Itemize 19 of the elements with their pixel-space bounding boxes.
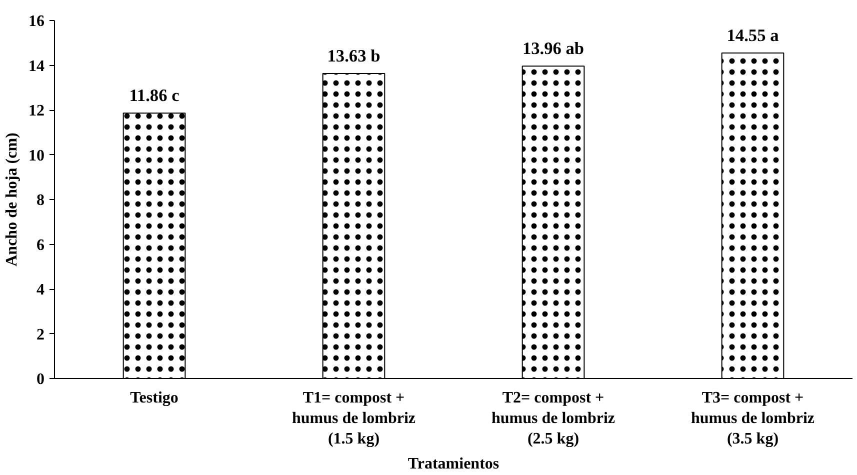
y-tick-label: 14: [28, 58, 44, 75]
y-tick-label: 0: [36, 371, 44, 388]
x-axis-title: Tratamientos: [408, 455, 500, 472]
x-tick-label: T1= compost + humus de lombriz (1.5 kg): [292, 390, 416, 448]
y-tick-label: 10: [28, 147, 44, 164]
data-label: 14.55 a: [726, 26, 780, 45]
data-label: 13.63 b: [327, 46, 380, 66]
y-tick-label: 16: [28, 13, 44, 30]
y-tick-label: 8: [36, 192, 44, 209]
y-tick-label: 6: [36, 236, 44, 254]
x-tick-label: T3= compost + humus de lombriz (3.5 kg): [690, 390, 815, 448]
x-tick-label: T2= compost + humus de lombriz (2.5 kg): [491, 390, 616, 448]
x-tick-label: Testigo: [130, 390, 178, 406]
data-label: 13.96 ab: [522, 39, 584, 58]
y-tick-label: 2: [36, 326, 44, 344]
y-tick-label: 12: [28, 102, 44, 120]
data-label: 11.86 c: [129, 86, 180, 106]
y-tick-label: 4: [36, 282, 44, 298]
y-axis-title: Ancho de hoja (cm): [4, 132, 20, 266]
